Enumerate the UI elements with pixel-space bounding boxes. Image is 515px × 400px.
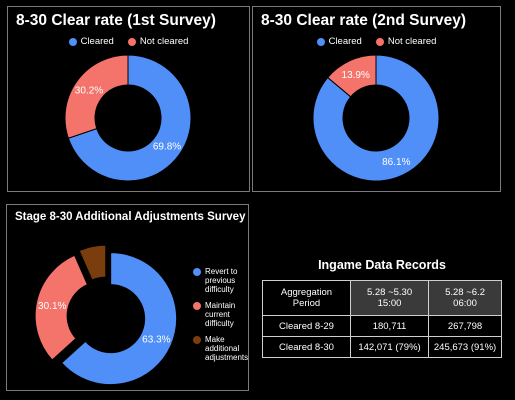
legend-dot-not-cleared — [375, 37, 384, 46]
legend-dot-cleared — [316, 37, 325, 46]
legend-line: Make — [205, 335, 225, 344]
table-header-cell: Aggregation Period — [262, 280, 351, 316]
legend-label-revert: Revert to previous difficulty — [205, 267, 237, 294]
legend-line: adjustments — [205, 353, 249, 362]
chart-panel-1st-survey: 8-30 Clear rate (1st Survey) Cleared Not… — [7, 6, 250, 192]
donut-chart-adjustments-survey: 63.3% 30.1% — [34, 244, 178, 386]
chart-panel-adjustments-survey: Stage 8-30 Additional Adjustments Survey… — [6, 204, 249, 391]
legend-label-cleared: Cleared — [328, 36, 362, 47]
legend-line: Revert to — [205, 267, 238, 276]
donut-chart-2nd-survey: 86.1% 13.9% — [312, 54, 440, 182]
legend-adjustments-survey: Revert to previous difficulty Maintain c… — [193, 267, 248, 369]
legend-label-additional: Make additional adjustments — [205, 335, 248, 362]
legend-item-not-cleared: Not cleared — [127, 36, 189, 47]
chart-title-2nd-survey: 8-30 Clear rate (2nd Survey) — [261, 12, 467, 29]
legend-line: difficulty — [205, 319, 234, 328]
legend-dot-not-cleared — [127, 37, 136, 46]
chart-title-1st-survey: 8-30 Clear rate (1st Survey) — [16, 12, 216, 29]
legend-label-maintain: Maintain current difficulty — [205, 301, 235, 328]
slice-not-cleared — [34, 254, 89, 361]
legend-1st-survey: Cleared Not cleared — [8, 36, 249, 47]
chart-panel-2nd-survey: 8-30 Clear rate (2nd Survey) Cleared Not… — [252, 6, 501, 192]
slice-not-cleared — [64, 54, 129, 139]
legend-line: previous — [205, 276, 236, 285]
legend-dot-revert — [193, 268, 201, 276]
table-cell: 245,673 (91%) — [428, 336, 502, 358]
legend-line: additional — [205, 344, 240, 353]
legend-item-cleared: Cleared — [68, 36, 114, 47]
legend-line: current — [205, 310, 230, 319]
records-title: Ingame Data Records — [318, 258, 446, 272]
chart-title-adjustments-survey: Stage 8-30 Additional Adjustments Survey — [15, 211, 246, 223]
table-header-cell: 5.28 ~6.2 06:00 — [428, 280, 502, 316]
slice-cleared — [60, 252, 178, 386]
legend-item-maintain: Maintain current difficulty — [193, 301, 248, 328]
slice-additional — [78, 244, 107, 281]
ingame-data-records: Ingame Data Records Aggregation Period 5… — [262, 258, 502, 358]
legend-label-not-cleared: Not cleared — [387, 36, 437, 47]
table-header-cell: 5.28 ~5.30 15:00 — [349, 280, 430, 316]
slice-value-label: 30.2% — [75, 86, 103, 97]
slice-cleared — [312, 54, 440, 182]
table-cell: 180,711 — [349, 315, 430, 337]
table-header-row: Aggregation Period 5.28 ~5.30 15:00 5.28… — [262, 280, 502, 316]
legend-dot-cleared — [68, 37, 77, 46]
slice-value-label: 69.8% — [153, 141, 181, 152]
legend-2nd-survey: Cleared Not cleared — [253, 36, 500, 47]
legend-line: Maintain — [205, 301, 236, 310]
table-cell: 142,071 (79%) — [349, 336, 430, 358]
slice-value-label: 63.3% — [142, 334, 170, 345]
donut-chart-1st-survey: 69.8% 30.2% — [64, 54, 192, 182]
legend-label-not-cleared: Not cleared — [139, 36, 189, 47]
legend-item-revert: Revert to previous difficulty — [193, 267, 248, 294]
table-cell: Cleared 8-29 — [262, 315, 351, 337]
legend-item-additional: Make additional adjustments — [193, 335, 248, 362]
slice-cleared — [67, 54, 192, 182]
legend-dot-maintain — [193, 302, 201, 310]
table-cell: 267,798 — [428, 315, 502, 337]
slice-value-label: 30.1% — [38, 301, 66, 312]
table-row: Cleared 8-29 180,711 267,798 — [262, 315, 502, 337]
legend-label-cleared: Cleared — [80, 36, 114, 47]
table-cell: Cleared 8-30 — [262, 336, 351, 358]
slice-value-label: 86.1% — [382, 157, 410, 168]
legend-dot-additional — [193, 336, 201, 344]
table-row: Cleared 8-30 142,071 (79%) 245,673 (91%) — [262, 336, 502, 358]
slice-not-cleared — [327, 54, 377, 98]
legend-line: difficulty — [205, 285, 234, 294]
records-table: Aggregation Period 5.28 ~5.30 15:00 5.28… — [262, 280, 502, 358]
legend-item-not-cleared: Not cleared — [375, 36, 437, 47]
legend-item-cleared: Cleared — [316, 36, 362, 47]
slice-value-label: 13.9% — [342, 70, 370, 81]
